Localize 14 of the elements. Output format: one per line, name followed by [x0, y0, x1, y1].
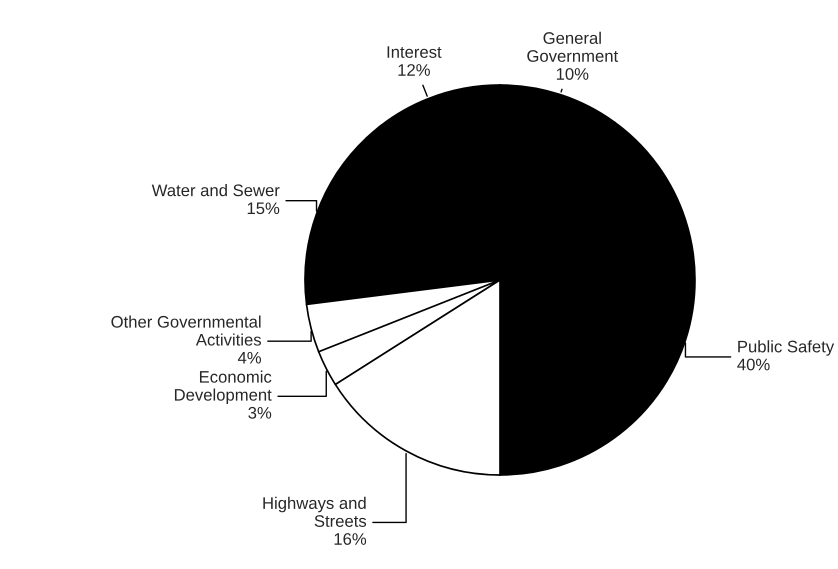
slice-label: Public Safety [738, 340, 834, 356]
slice-label: Highways and Streets [263, 496, 366, 527]
data-label: 15% [248, 202, 280, 214]
slice-label: Interest [388, 46, 442, 58]
data-label: 40% [737, 358, 770, 370]
data-label: 16% [334, 533, 366, 545]
slice-label: General Government [527, 32, 618, 62]
data-label: 4% [238, 352, 262, 364]
slice-label: Other Governmental Activities [111, 315, 262, 346]
data-label: 12% [398, 64, 430, 76]
data-label: 10% [556, 68, 588, 80]
data-label: 3% [248, 406, 272, 419]
slice-label: Water and Sewer [152, 184, 280, 196]
slice-label: Economic Development [174, 370, 272, 404]
